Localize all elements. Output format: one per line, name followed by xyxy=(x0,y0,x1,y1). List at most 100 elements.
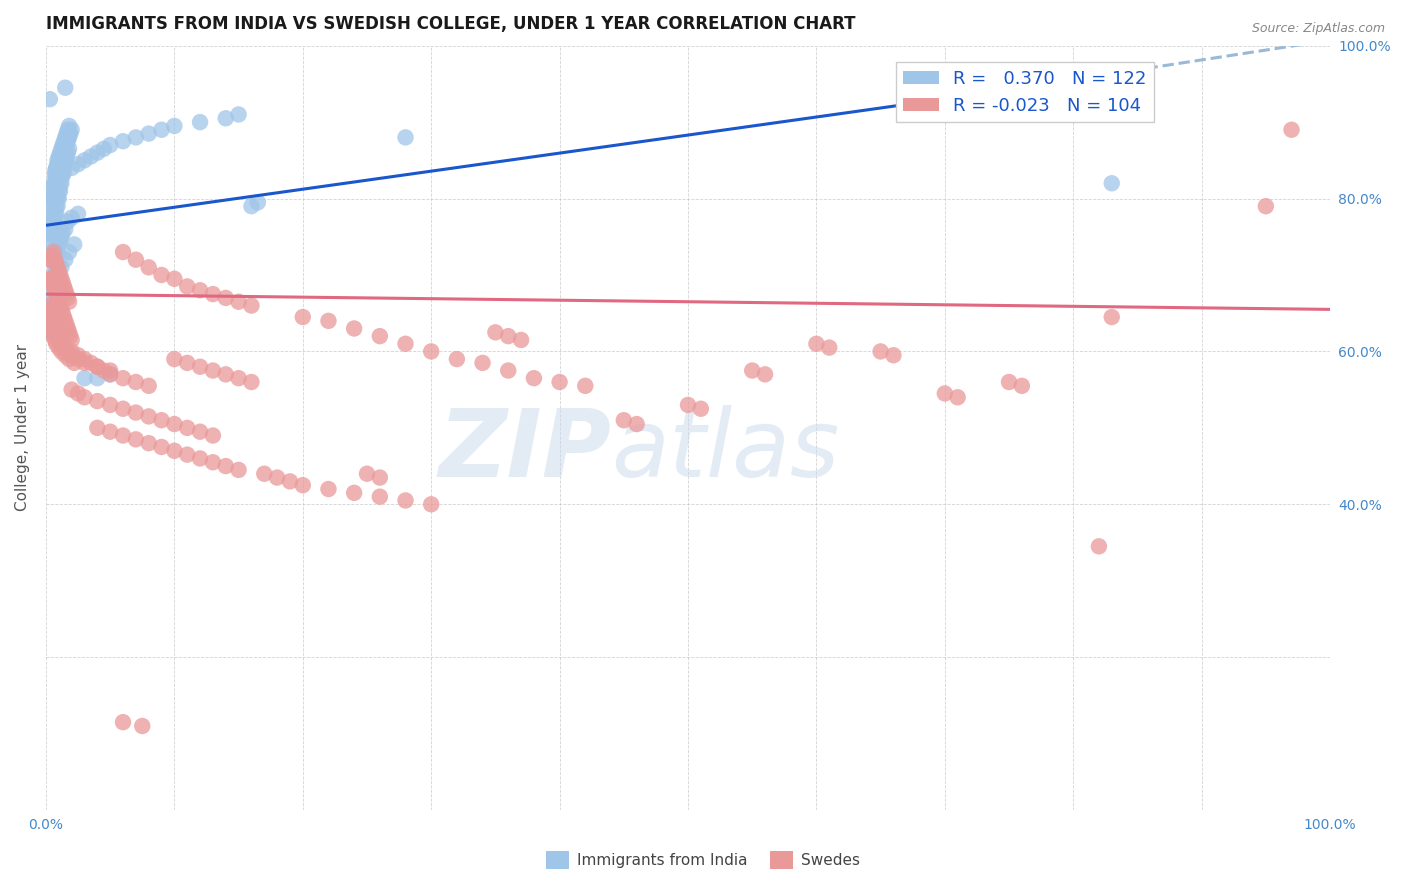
Point xyxy=(48,264,70,278)
Point xyxy=(56,134,79,148)
Point xyxy=(420,497,443,511)
Point xyxy=(93,363,115,377)
Point xyxy=(39,272,62,286)
Point xyxy=(46,157,69,171)
Point xyxy=(48,272,70,286)
Point xyxy=(676,398,699,412)
Point xyxy=(48,294,70,309)
Point xyxy=(150,122,173,136)
Point xyxy=(356,467,378,481)
Point xyxy=(1011,379,1033,393)
Point xyxy=(45,252,67,267)
Point xyxy=(42,176,65,190)
Point xyxy=(41,306,63,320)
Point xyxy=(41,272,63,286)
Point xyxy=(368,329,391,343)
Point xyxy=(998,375,1021,389)
Point xyxy=(41,219,63,233)
Point xyxy=(1254,199,1277,213)
Legend: Immigrants from India, Swedes: Immigrants from India, Swedes xyxy=(540,845,866,875)
Point xyxy=(51,333,73,347)
Point xyxy=(63,237,86,252)
Point xyxy=(42,222,65,236)
Point xyxy=(484,326,506,340)
Point xyxy=(39,222,62,236)
Point xyxy=(176,421,198,435)
Point xyxy=(613,413,636,427)
Point xyxy=(1281,122,1303,136)
Point xyxy=(60,383,83,397)
Text: IMMIGRANTS FROM INDIA VS SWEDISH COLLEGE, UNDER 1 YEAR CORRELATION CHART: IMMIGRANTS FROM INDIA VS SWEDISH COLLEGE… xyxy=(46,15,855,33)
Point xyxy=(53,80,76,95)
Point xyxy=(138,260,160,275)
Point xyxy=(86,359,108,374)
Text: ZIP: ZIP xyxy=(439,405,612,497)
Point xyxy=(228,371,250,385)
Point xyxy=(51,169,73,183)
Point xyxy=(39,252,62,267)
Point xyxy=(176,356,198,370)
Point xyxy=(46,291,69,305)
Point xyxy=(80,149,103,163)
Point xyxy=(53,314,76,328)
Point xyxy=(73,390,96,404)
Point xyxy=(215,368,238,382)
Point xyxy=(46,192,69,206)
Point xyxy=(39,299,62,313)
Text: Source: ZipAtlas.com: Source: ZipAtlas.com xyxy=(1251,22,1385,36)
Point xyxy=(52,279,75,293)
Point xyxy=(46,260,69,275)
Point xyxy=(98,138,121,153)
Point xyxy=(201,428,224,442)
Point xyxy=(818,341,841,355)
Point xyxy=(111,715,134,730)
Point xyxy=(523,371,546,385)
Point xyxy=(38,226,60,240)
Point xyxy=(38,318,60,332)
Point xyxy=(67,157,90,171)
Point xyxy=(138,436,160,450)
Point xyxy=(58,326,80,340)
Point xyxy=(55,138,77,153)
Point xyxy=(53,138,76,153)
Point xyxy=(38,272,60,286)
Point xyxy=(111,371,134,385)
Point xyxy=(49,268,72,282)
Point xyxy=(291,478,314,492)
Point xyxy=(38,252,60,267)
Point xyxy=(44,176,66,190)
Point xyxy=(52,336,75,351)
Point xyxy=(689,401,711,416)
Point xyxy=(73,153,96,168)
Point xyxy=(39,237,62,252)
Point xyxy=(55,127,77,141)
Point xyxy=(98,363,121,377)
Point xyxy=(52,157,75,171)
Point xyxy=(368,490,391,504)
Point xyxy=(1101,176,1123,190)
Point xyxy=(44,207,66,221)
Point xyxy=(240,199,263,213)
Point xyxy=(52,142,75,156)
Point xyxy=(125,130,148,145)
Point xyxy=(188,283,211,297)
Point xyxy=(39,321,62,335)
Point xyxy=(59,329,82,343)
Point xyxy=(163,352,186,367)
Point xyxy=(42,184,65,198)
Point xyxy=(42,245,65,260)
Point xyxy=(60,211,83,225)
Point xyxy=(41,229,63,244)
Point xyxy=(548,375,571,389)
Point xyxy=(131,719,153,733)
Point xyxy=(58,294,80,309)
Point xyxy=(51,142,73,156)
Point xyxy=(201,287,224,301)
Point xyxy=(39,302,62,317)
Point xyxy=(39,187,62,202)
Point xyxy=(946,390,969,404)
Point xyxy=(46,153,69,168)
Point xyxy=(67,352,90,367)
Point xyxy=(58,119,80,133)
Point xyxy=(42,195,65,210)
